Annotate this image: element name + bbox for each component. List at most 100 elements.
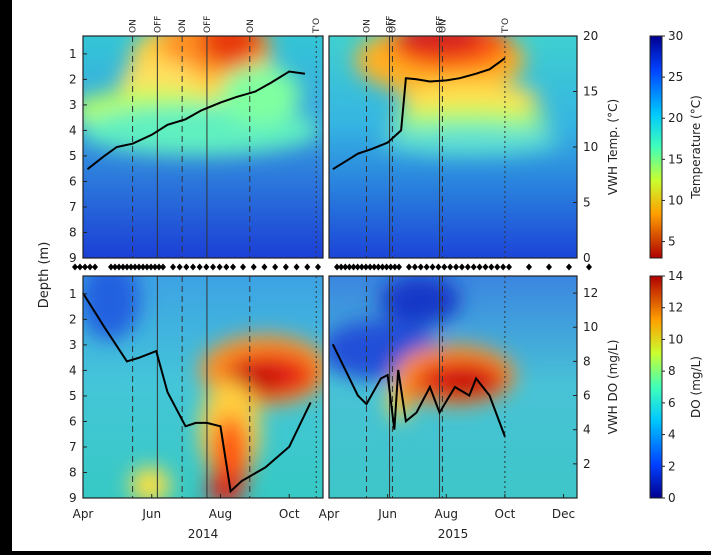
sampling-marker	[144, 263, 150, 271]
colorbar-tick-label: 20	[668, 111, 683, 125]
sampling-marker	[367, 263, 374, 271]
colorbar-tick-label: 2	[668, 459, 676, 473]
depth-tick-label: 9	[69, 251, 77, 265]
x-tick-label: Jun	[141, 507, 161, 521]
depth-tick-label: 1	[69, 287, 77, 301]
depth-tick-label: 5	[69, 149, 77, 163]
sampling-marker	[500, 263, 507, 271]
x-tick-label: Oct	[495, 507, 516, 521]
sampling-marker	[354, 263, 361, 271]
colorbar-tick-label: 4	[668, 428, 676, 442]
colorbar-tick-label: 10	[668, 193, 683, 207]
temperature-colorbar	[649, 35, 663, 259]
colorbar-tick-label: 14	[668, 269, 683, 283]
sampling-marker	[315, 263, 321, 271]
sampling-marker	[183, 263, 190, 271]
sampling-marker	[156, 263, 162, 271]
temperature-colorbar-label: Temperature (°C)	[689, 95, 703, 200]
sampling-marker	[447, 263, 454, 271]
sampling-marker	[124, 263, 130, 271]
sampling-marker	[132, 263, 138, 271]
sampling-marker	[375, 263, 382, 271]
sampling-marker	[566, 263, 572, 271]
sampling-marker	[358, 263, 365, 271]
sampling-marker	[223, 263, 230, 271]
heat-blob	[200, 36, 260, 65]
sampling-marker	[383, 263, 390, 271]
sampling-marker	[396, 263, 402, 271]
depth-tick-label: 6	[69, 414, 77, 428]
sampling-marker	[203, 263, 210, 271]
depth-tick-label: 6	[69, 174, 77, 188]
colorbar-tick-label: 6	[668, 396, 676, 410]
sampling-marker	[170, 263, 176, 271]
x-tick-label: Apr	[319, 507, 340, 521]
sampling-marker	[411, 263, 418, 271]
event-label-2014: OFF	[203, 16, 213, 33]
sampling-marker	[391, 263, 398, 271]
heat-blob	[220, 65, 300, 125]
sampling-marker	[160, 263, 166, 271]
sampling-marker	[334, 263, 340, 271]
event-label-2015: OFF	[386, 16, 396, 33]
sampling-marker	[506, 263, 512, 271]
do-axis-tick-label: 12	[583, 286, 598, 300]
sampling-marker	[196, 263, 203, 271]
event-label-2014: ON	[178, 19, 188, 33]
sampling-marker	[464, 263, 471, 271]
sampling-marker	[476, 263, 483, 271]
panel-frame	[82, 35, 324, 259]
event-label-2015: T'O	[501, 18, 511, 34]
event-label-2015: ON	[438, 19, 448, 33]
event-label-2014: OFF	[153, 16, 163, 33]
temp-axis-tick-label: 10	[583, 140, 598, 154]
sampling-marker	[350, 263, 357, 271]
sampling-marker	[216, 263, 223, 271]
do-blob	[130, 467, 170, 498]
sampling-marker	[470, 263, 477, 271]
x-axis-year-2014: 2014	[188, 527, 219, 541]
event-label-2015: ON	[388, 19, 398, 33]
x-axis-year-2015: 2015	[438, 527, 469, 541]
sampling-marker	[453, 263, 460, 271]
do-colorbar-label: DO (mg/L)	[689, 356, 703, 418]
sampling-marker	[586, 263, 592, 271]
sampling-marker	[72, 263, 78, 271]
do-axis-tick-label: 6	[583, 389, 591, 403]
sampling-marker	[230, 263, 236, 271]
x-tick-label: Jun	[377, 507, 397, 521]
sampling-marker	[112, 263, 118, 271]
do-blob	[83, 276, 140, 340]
x-tick-label: Aug	[209, 507, 232, 521]
colorbar-tick-label: 10	[668, 332, 683, 346]
sampling-marker	[441, 263, 448, 271]
event-label-2014: ON	[129, 19, 139, 33]
sampling-marker	[304, 263, 311, 271]
do-axis-tick-label: 10	[583, 320, 598, 334]
sampling-marker	[82, 263, 88, 271]
depth-tick-label: 7	[69, 440, 77, 454]
depth-tick-label: 1	[69, 47, 77, 61]
sampling-marker	[458, 263, 465, 271]
event-label-2014: ON	[246, 19, 256, 33]
sampling-marker	[526, 263, 532, 271]
sampling-marker	[362, 263, 369, 271]
event-label-2015: ON	[362, 19, 372, 33]
depth-tick-label: 4	[69, 363, 77, 377]
warm-region-2014	[83, 36, 320, 155]
sampling-marker	[494, 263, 501, 271]
sampling-marker	[429, 263, 436, 271]
temperature-line-2014	[86, 70, 306, 170]
sampling-marker	[387, 263, 394, 271]
do-axis-tick-label: 4	[583, 423, 591, 437]
colorbar-tick-label: 8	[668, 364, 676, 378]
colorbar-tick-label: 12	[668, 301, 683, 315]
sampling-marker	[406, 263, 412, 271]
sampling-marker	[148, 263, 154, 271]
depth-tick-label: 2	[69, 72, 77, 86]
depth-tick-label: 7	[69, 200, 77, 214]
sampling-marker	[87, 263, 93, 271]
temp-axis-tick-label: 20	[583, 29, 598, 43]
